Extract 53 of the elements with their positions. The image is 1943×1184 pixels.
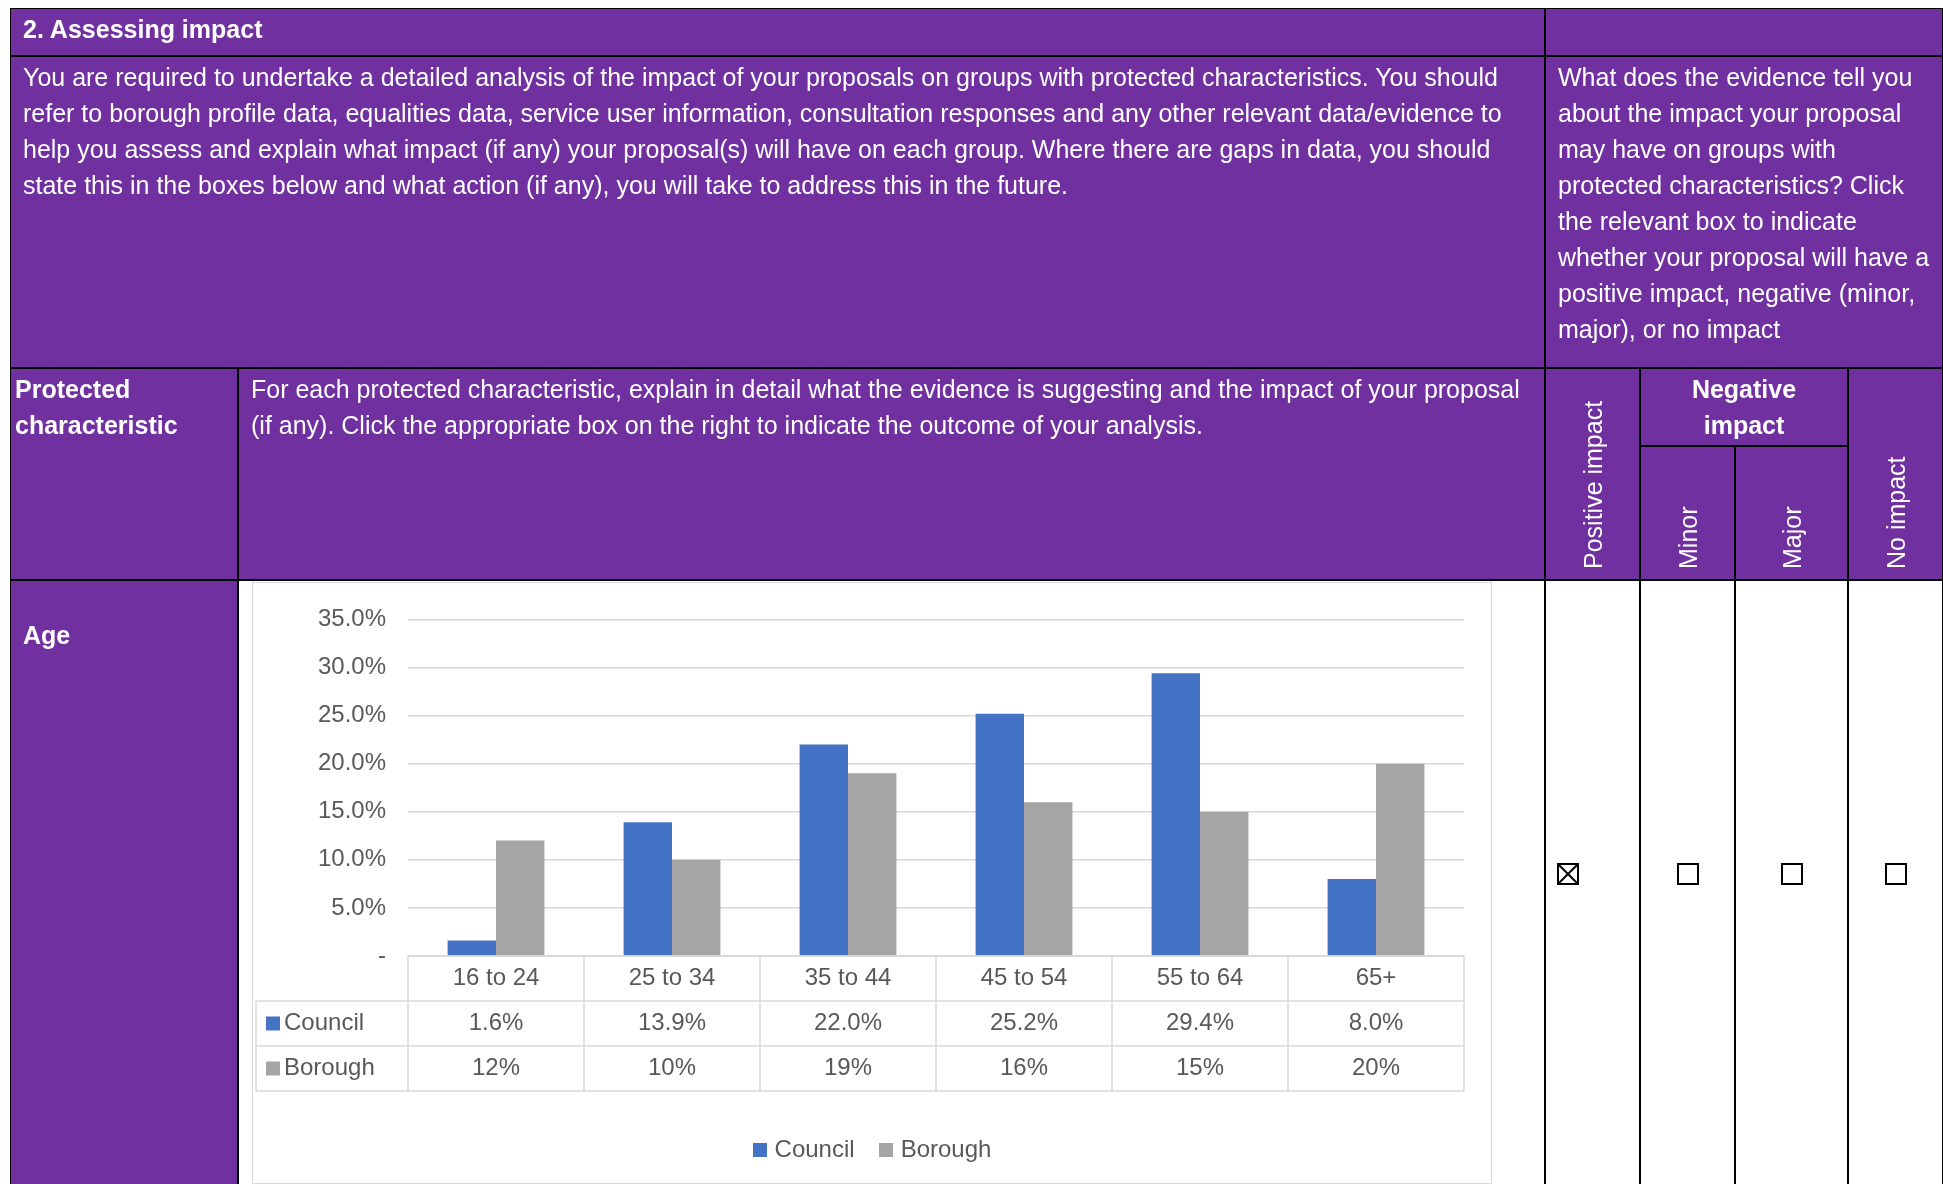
bar bbox=[672, 859, 721, 956]
bar bbox=[1024, 802, 1073, 956]
text: No impact bbox=[1880, 456, 1911, 569]
text: Council bbox=[774, 1135, 855, 1162]
text: Positive impact bbox=[1577, 400, 1608, 569]
x-tick-label: 25 to 34 bbox=[628, 963, 716, 991]
y-tick-label: 10.0% bbox=[317, 844, 386, 872]
bar bbox=[1327, 879, 1376, 956]
bar bbox=[848, 773, 897, 956]
data-label: 16% bbox=[999, 1053, 1049, 1081]
data-label: 20% bbox=[1351, 1053, 1401, 1081]
data-label: 29.4% bbox=[1165, 1008, 1235, 1036]
y-tick-label: 5.0% bbox=[331, 892, 386, 920]
legend-label: Council bbox=[284, 1008, 365, 1036]
x-tick-label: 35 to 44 bbox=[804, 963, 892, 991]
text: For each protected characteristic, explain in detail what the evidence is suggesting and the impact of your proposal (if any). Click the appropriate box on the right to indicate the outcome of your analysis. bbox=[251, 375, 1520, 439]
legend-label: Borough bbox=[284, 1053, 375, 1081]
bar bbox=[1151, 673, 1200, 956]
x-tick-label: 65+ bbox=[1355, 963, 1397, 991]
text: Age bbox=[23, 621, 71, 649]
bar bbox=[1200, 811, 1249, 956]
bar bbox=[975, 713, 1024, 956]
y-tick-label: - bbox=[378, 940, 386, 968]
data-label: 25.2% bbox=[989, 1008, 1059, 1036]
data-label: 19% bbox=[823, 1053, 873, 1081]
text: Major bbox=[1776, 506, 1807, 569]
text: What does the evidence tell you about the impact your proposal may have on groups with protected characteristics? Click the relevant box to indicate whether your proposal will have a positive impact, negative (minor, major), or no impact bbox=[1558, 63, 1930, 343]
bar bbox=[447, 940, 496, 956]
text: 2. Assessing impact bbox=[23, 15, 263, 43]
bar bbox=[1376, 763, 1425, 956]
text: You are required to undertake a detailed analysis of the impact of your proposals on groups with protected characteristics. You should refer to borough profile data, equalities data, service user information, consultation responses and any other relevant data/evidence to help you assess and explain what impact (if any) your proposal(s) will have on each group. Where there are gaps in data, you should state this in the boxes below and what action (if any), you will take to address this in the future. bbox=[23, 63, 1502, 199]
data-label: 10% bbox=[647, 1053, 697, 1081]
data-label: 8.0% bbox=[1348, 1008, 1404, 1036]
x-tick-label: 55 to 64 bbox=[1156, 963, 1244, 991]
text: Protected characteristic bbox=[15, 375, 178, 439]
data-label: 15% bbox=[1175, 1053, 1225, 1081]
bar bbox=[623, 822, 672, 956]
y-tick-label: 20.0% bbox=[317, 748, 386, 776]
text: Negative impact bbox=[1691, 375, 1797, 439]
y-tick-label: 35.0% bbox=[317, 604, 386, 632]
data-label: 1.6% bbox=[468, 1008, 524, 1036]
y-tick-label: 15.0% bbox=[317, 796, 386, 824]
data-label: 22.0% bbox=[813, 1008, 883, 1036]
x-tick-label: 16 to 24 bbox=[452, 963, 540, 991]
text: Borough bbox=[900, 1135, 992, 1162]
bar bbox=[799, 744, 848, 956]
data-label: 12% bbox=[471, 1053, 521, 1081]
y-tick-label: 25.0% bbox=[317, 700, 386, 728]
bar bbox=[496, 840, 545, 956]
data-label: 13.9% bbox=[637, 1008, 707, 1036]
text: Minor bbox=[1672, 506, 1703, 569]
y-tick-label: 30.0% bbox=[317, 652, 386, 680]
x-tick-label: 45 to 54 bbox=[980, 963, 1068, 991]
